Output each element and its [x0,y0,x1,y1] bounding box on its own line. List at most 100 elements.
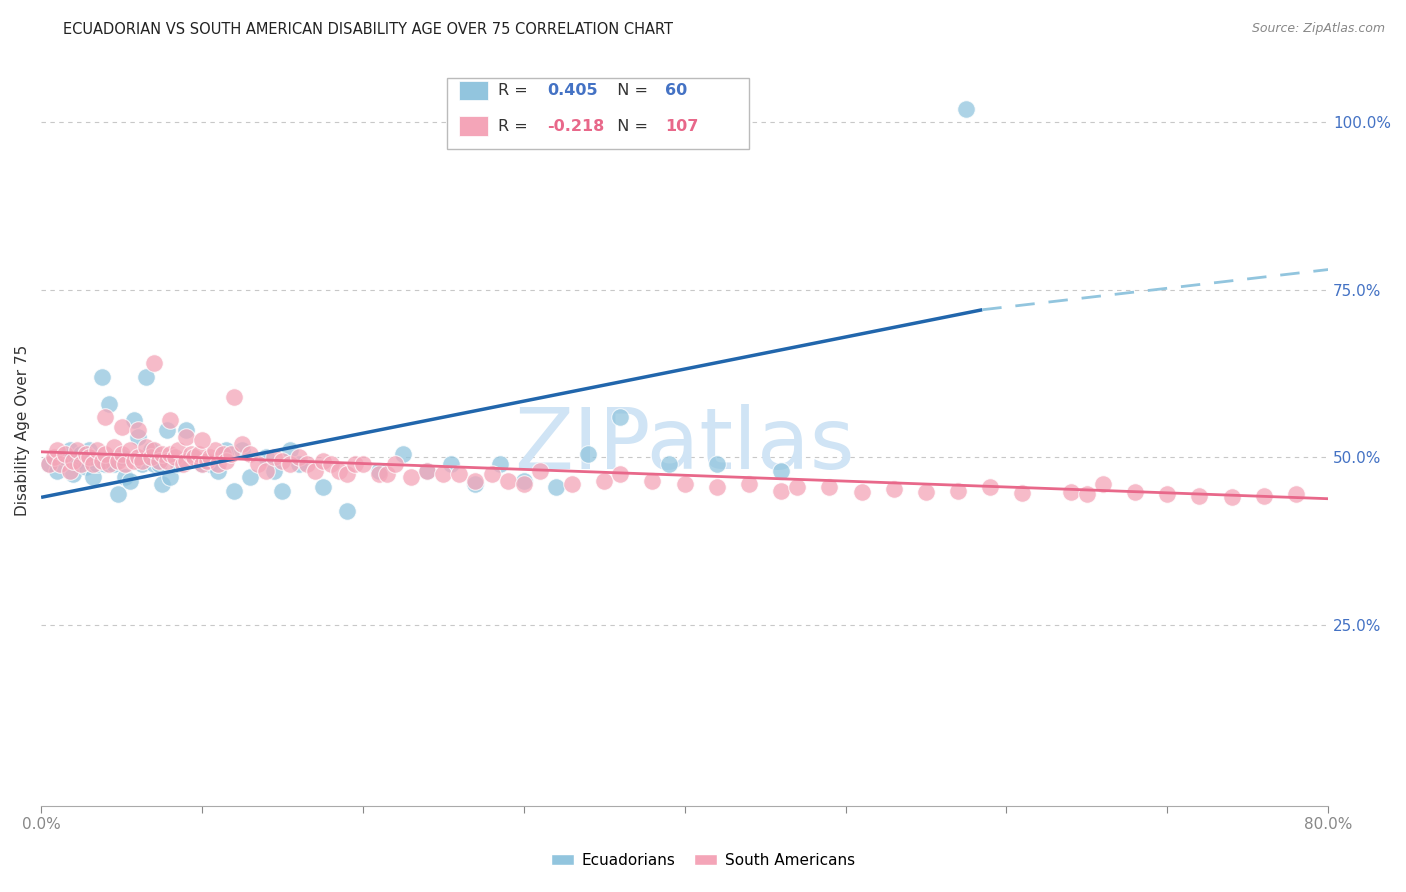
Point [641,474,664,488]
Point [94,409,117,424]
Point [148,453,170,467]
Point [191,457,214,471]
Point [513,474,536,488]
Point [65,443,87,458]
Point [159,413,181,427]
Point [62,453,84,467]
Point [231,436,253,450]
Point [851,485,873,500]
Point [86,457,108,471]
Point [163,450,186,465]
Point [280,457,302,471]
Point [114,457,136,471]
Point [464,477,486,491]
Point [375,467,398,481]
Point [561,477,583,491]
Point [183,450,205,465]
Point [416,464,439,478]
Point [352,457,374,471]
Point [254,464,277,478]
Point [738,477,761,491]
Point [1156,487,1178,501]
FancyBboxPatch shape [447,78,749,149]
Point [172,457,194,471]
Point [46,443,69,458]
Point [915,485,938,500]
Point [336,504,359,518]
Point [263,450,285,465]
Point [304,464,326,478]
Point [124,453,146,467]
Point [150,447,173,461]
Point [46,464,69,478]
Point [464,474,486,488]
Point [1220,491,1243,505]
Text: ZIPatlas: ZIPatlas [515,404,855,487]
Point [955,102,977,116]
Point [416,464,439,478]
Point [1253,489,1275,503]
Point [110,447,132,461]
Point [207,464,229,478]
Text: 107: 107 [665,119,699,134]
Point [287,457,309,471]
Point [207,457,229,471]
Point [155,423,177,437]
Point [247,457,270,471]
Point [70,447,93,461]
Point [204,443,226,458]
Point [1076,487,1098,501]
Point [82,470,104,484]
Point [59,464,82,478]
Point [127,423,149,437]
Point [110,420,132,434]
Point [239,470,262,484]
FancyBboxPatch shape [460,116,488,136]
Point [97,396,120,410]
Point [311,453,333,467]
Point [432,467,454,481]
Point [212,447,235,461]
Point [440,457,463,471]
Point [107,453,129,467]
Text: 0.405: 0.405 [547,83,598,98]
Text: Source: ZipAtlas.com: Source: ZipAtlas.com [1251,22,1385,36]
Point [139,450,162,465]
Point [142,443,165,458]
Point [343,457,366,471]
Text: R =: R = [498,119,533,134]
Point [79,450,101,465]
Point [124,413,146,427]
Point [166,443,188,458]
Text: ECUADORIAN VS SOUTH AMERICAN DISABILITY AGE OVER 75 CORRELATION CHART: ECUADORIAN VS SOUTH AMERICAN DISABILITY … [63,22,673,37]
Point [142,356,165,370]
Point [118,443,141,458]
Point [82,457,104,471]
Point [219,447,242,461]
Point [159,470,181,484]
Point [576,447,599,461]
Point [135,369,157,384]
Point [42,450,65,465]
Point [180,447,202,461]
Point [609,409,631,424]
Point [328,464,350,478]
Point [191,434,214,448]
Point [187,447,209,461]
Point [148,457,170,471]
Point [239,447,262,461]
Point [215,453,238,467]
Point [94,447,117,461]
Point [1188,489,1211,503]
Point [544,480,567,494]
Point [70,457,93,471]
Text: 60: 60 [665,83,688,98]
Point [65,453,87,467]
Point [139,443,162,458]
Point [135,440,157,454]
Point [368,467,391,481]
Point [883,483,905,497]
Point [166,457,188,471]
Point [481,467,503,481]
Point [786,480,808,494]
